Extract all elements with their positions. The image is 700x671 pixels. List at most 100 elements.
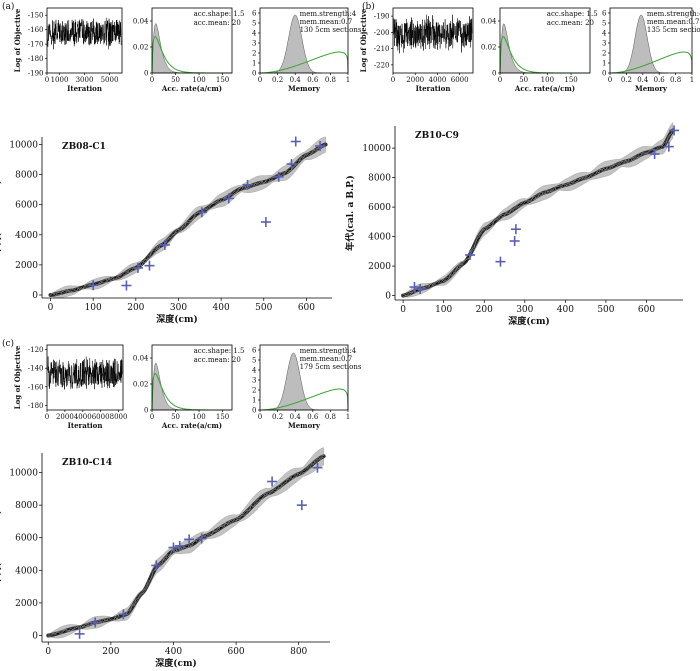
x-tick-label: 0 xyxy=(258,413,262,421)
model-iteration-line xyxy=(403,130,674,298)
memory-annotation: 130 5cm sections xyxy=(300,26,362,34)
memory-plot-c: 0 0.2 0.4 0.6 0.8 10123456Memorymem.strength:… xyxy=(252,344,362,430)
y-tick-label: -160 xyxy=(28,26,44,34)
y-axis-label: Log of Objective xyxy=(13,345,22,409)
x-tick-label: 0.4 xyxy=(290,413,302,421)
x-axis-label: Iteration xyxy=(416,84,451,93)
model-envelope xyxy=(402,122,674,298)
plot-frame xyxy=(151,344,233,411)
y-tick-label: 4 xyxy=(602,30,607,38)
x-tick-label: 0 xyxy=(48,303,54,313)
x-tick-label: 500 xyxy=(597,305,614,315)
x-tick-label: 300 xyxy=(170,303,187,313)
x-tick-label: 6000 xyxy=(92,413,110,421)
x-tick-label: 0.8 xyxy=(325,413,336,421)
x-axis-label: Acc. rate(a/cm) xyxy=(161,421,222,430)
y-tick-label: 6000 xyxy=(368,203,391,213)
y-tick-label: 3 xyxy=(252,377,256,385)
y-tick-label: -180 xyxy=(28,402,44,410)
x-tick-label: 0.8 xyxy=(325,76,336,84)
y-tick-label: 1 xyxy=(252,60,256,68)
x-tick-label: 0 xyxy=(150,413,154,421)
model-iteration-line xyxy=(402,128,674,297)
x-tick-label: 0 xyxy=(150,76,154,84)
plot-frame xyxy=(499,7,591,74)
plot-frame xyxy=(46,344,124,411)
x-tick-label: 100 xyxy=(192,413,205,421)
x-axis-label: Acc. rate(a/cm) xyxy=(514,84,575,93)
model-core-band xyxy=(46,454,326,638)
y-tick-label: -120 xyxy=(28,346,44,354)
acc-rate-plot-b: 0 50 100 150 0 0.02 0.04 Acc. rate(a/cm) acc.sha… xyxy=(481,7,598,93)
x-tick-label: 50 xyxy=(171,76,180,84)
x-tick-label: 150 xyxy=(216,413,229,421)
age-depth-plot-a: 0 100 200 300 400 500 600020004000600080001000… xyxy=(0,136,332,325)
x-tick-label: 300 xyxy=(516,305,533,315)
x-axis-label: 深度(cm) xyxy=(155,657,197,669)
y-tick-label: 5 xyxy=(252,20,256,28)
x-axis-label: Acc. rate(a/cm) xyxy=(161,84,222,93)
memory-annotation: mem.mean:0.7 xyxy=(300,18,353,26)
x-tick-label: 0 xyxy=(45,647,51,657)
memory-annotation: mem.strength:4 xyxy=(647,10,700,18)
memory-posterior xyxy=(617,14,668,74)
y-tick-label: 0 xyxy=(492,70,496,78)
x-tick-label: 0.2 xyxy=(272,413,283,421)
y-tick-label: 4 xyxy=(252,367,257,375)
y-tick-label: -180 xyxy=(28,55,44,63)
panel-letter-a: (a) xyxy=(2,1,14,12)
x-tick-label: 0.6 xyxy=(307,76,319,84)
x-tick-label: 600 xyxy=(638,305,655,315)
y-tick-label: 5 xyxy=(602,20,606,28)
y-tick-label: 0.02 xyxy=(133,381,149,389)
y-tick-label: 4000 xyxy=(15,231,38,241)
x-axis-label: Iteration xyxy=(67,84,102,93)
x-tick-label: 2000 xyxy=(406,76,424,84)
panel-letter-c: (c) xyxy=(2,338,14,349)
x-tick-label: 0.6 xyxy=(307,413,319,421)
acc-posterior xyxy=(151,362,232,411)
y-tick-label: 0 xyxy=(602,70,606,78)
x-tick-label: 400 xyxy=(213,303,230,313)
acc-annotation: acc.mean: 20 xyxy=(547,19,594,27)
y-axis-label: Log of Objective xyxy=(359,8,368,72)
x-tick-label: 3000 xyxy=(76,76,94,84)
y-tick-label: -190 xyxy=(28,70,44,78)
y-tick-label: 3 xyxy=(252,40,256,48)
y-tick-label: 10000 xyxy=(9,469,38,479)
x-tick-label: 200 xyxy=(127,303,144,313)
x-tick-label: 800 xyxy=(290,647,307,657)
x-tick-label: 0.2 xyxy=(272,76,283,84)
plot-frame xyxy=(151,7,233,74)
y-tick-label: 4000 xyxy=(15,566,38,576)
x-tick-label: 150 xyxy=(216,76,229,84)
x-tick-label: 400 xyxy=(165,647,182,657)
x-tick-label: 600 xyxy=(227,647,244,657)
trace-line xyxy=(393,14,473,54)
age-depth-plot-c: 0 200 400 600 8000200040006000800010000深度(cm… xyxy=(0,447,330,669)
trace-plot-b: 0 2000 4000 6000 -190 -200 -210 -220 Iteration Lo… xyxy=(359,7,474,93)
plot-frame xyxy=(259,344,349,411)
y-tick-label: 2 xyxy=(252,50,256,58)
x-tick-label: 0.4 xyxy=(637,76,649,84)
y-tick-label: 6 xyxy=(252,347,257,355)
y-tick-label: 0.02 xyxy=(481,44,497,52)
y-tick-label: 0 xyxy=(32,631,38,641)
x-tick-label: 0 xyxy=(45,413,49,421)
y-tick-label: 6000 xyxy=(15,534,38,544)
memory-prior xyxy=(610,51,693,74)
plot-frame xyxy=(259,7,349,74)
y-tick-label: 2 xyxy=(252,387,256,395)
x-axis-label: Memory xyxy=(288,84,321,93)
x-axis-label: Iteration xyxy=(68,421,103,430)
y-tick-label: -200 xyxy=(374,29,390,37)
memory-annotation: mem.mean:0.7 xyxy=(647,18,700,26)
y-tick-label: -190 xyxy=(374,13,390,21)
y-tick-label: 3 xyxy=(602,40,606,48)
plot-frame xyxy=(392,7,474,74)
y-tick-label: 2000 xyxy=(15,261,38,271)
y-tick-label: 0 xyxy=(252,70,256,78)
y-axis-label: 年代(cal. a B.P.) xyxy=(0,510,3,586)
y-axis-label: 年代(cal. a B.P.) xyxy=(344,175,356,251)
